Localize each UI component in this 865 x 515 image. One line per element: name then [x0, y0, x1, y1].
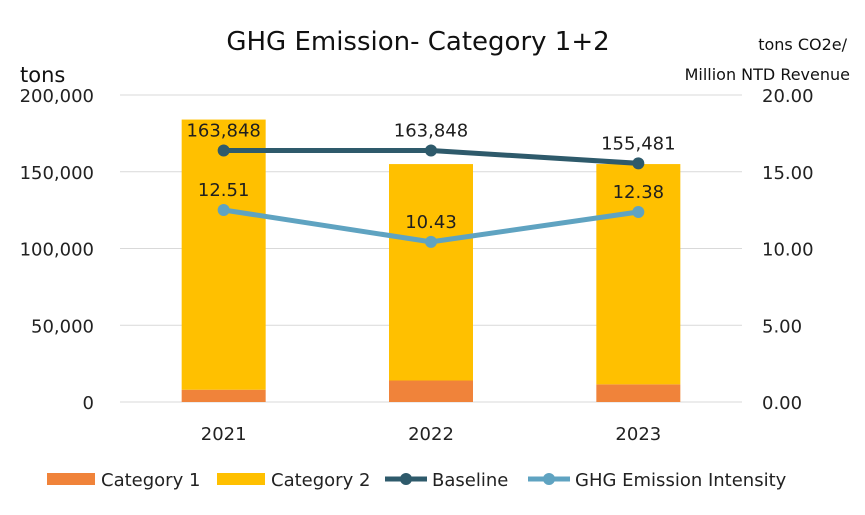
y2-tick-label: 0.00 [762, 393, 802, 414]
y2-tick-label: 15.00 [762, 163, 814, 184]
bars [181, 119, 681, 402]
legend-label-intensity: GHG Emission Intensity [575, 470, 787, 491]
y-axis-label: tons [20, 63, 65, 87]
bar-category-1 [389, 380, 473, 402]
baseline-point [217, 144, 230, 157]
y2-tick-label: 5.00 [762, 316, 802, 337]
intensity-point [632, 205, 645, 218]
axis-ticks: 0 0.00 50,000 5.00 100,000 10.00 150,000 15.00 2… [20, 86, 814, 445]
baseline-data-label: 155,481 [601, 133, 675, 154]
baseline-data-label: 163,848 [186, 120, 260, 141]
legend-label-category-1: Category 1 [101, 470, 200, 491]
legend-marker-baseline [400, 473, 412, 485]
intensity-data-label: 12.51 [198, 180, 250, 201]
bar-category-2 [389, 164, 473, 381]
y-tick-label: 150,000 [20, 163, 94, 184]
y2-axis-label-line2: Million NTD Revenue [685, 65, 850, 84]
legend-label-category-2: Category 2 [271, 470, 370, 491]
legend-label-baseline: Baseline [432, 470, 508, 491]
lines [217, 144, 645, 248]
x-tick-label: 2023 [615, 424, 661, 445]
y2-axis-label-line1: tons CO2e/ [758, 35, 847, 54]
y-tick-label: 200,000 [20, 86, 94, 107]
legend-swatch-category-1 [47, 473, 95, 485]
intensity-data-label: 12.38 [613, 182, 665, 203]
baseline-point [632, 157, 645, 170]
data-labels: 163,848 163,848 155,481 12.51 10.43 12.38 [186, 120, 675, 232]
y2-tick-label: 10.00 [762, 240, 814, 261]
baseline-point [425, 144, 437, 157]
x-tick-label: 2021 [201, 424, 247, 445]
bar-category-2 [181, 119, 266, 390]
intensity-point [217, 203, 230, 216]
baseline-data-label: 163,848 [394, 120, 468, 141]
intensity-data-label: 10.43 [405, 212, 457, 233]
x-tick-label: 2022 [408, 424, 454, 445]
bar-category-1 [596, 384, 681, 402]
legend-marker-intensity [543, 473, 555, 485]
bar-category-1 [181, 389, 266, 402]
y2-tick-label: 20.00 [762, 86, 814, 107]
chart-title: GHG Emission- Category 1+2 [226, 27, 609, 57]
legend-swatch-category-2 [217, 473, 265, 485]
y-tick-label: 50,000 [31, 316, 94, 337]
y-tick-label: 0 [83, 393, 94, 414]
y-tick-label: 100,000 [20, 240, 94, 261]
intensity-point [425, 235, 437, 248]
legend: Category 1 Category 2 Baseline GHG Emission… [47, 470, 787, 491]
bar-category-2 [596, 164, 681, 385]
